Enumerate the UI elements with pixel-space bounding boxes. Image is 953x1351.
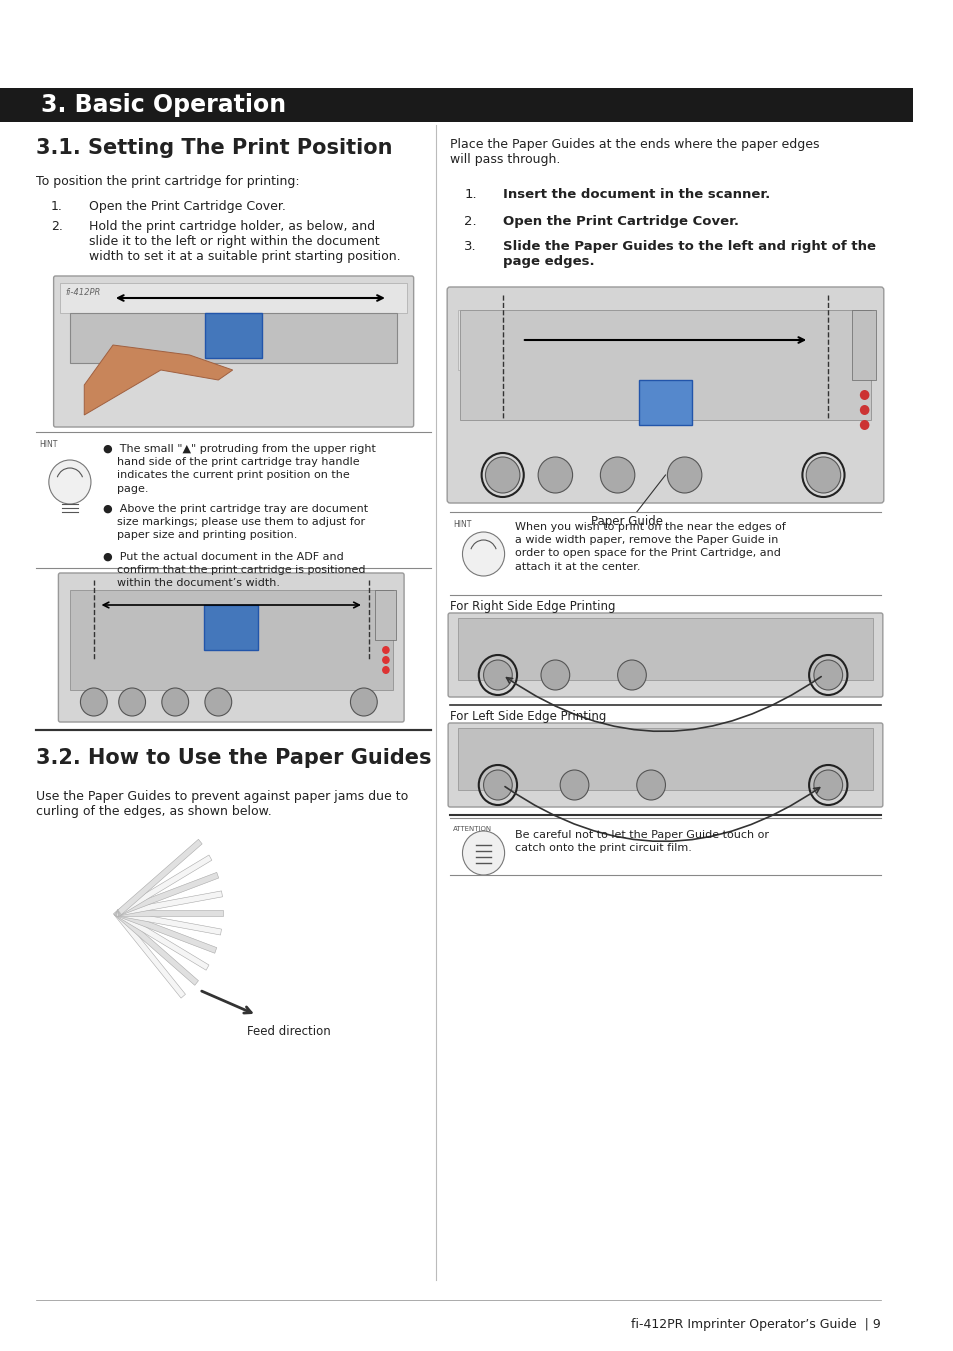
Circle shape	[813, 770, 841, 800]
Circle shape	[559, 770, 588, 800]
Circle shape	[381, 657, 390, 663]
Circle shape	[381, 646, 390, 654]
Circle shape	[805, 457, 840, 493]
Circle shape	[617, 661, 645, 690]
Circle shape	[462, 532, 504, 576]
Text: Open the Print Cartridge Cover.: Open the Print Cartridge Cover.	[89, 200, 286, 213]
Text: fi-412PR Imprinter Operator’s Guide  | 9: fi-412PR Imprinter Operator’s Guide | 9	[631, 1319, 880, 1331]
Text: HINT: HINT	[453, 520, 471, 530]
Circle shape	[205, 688, 232, 716]
Text: Use the Paper Guides to prevent against paper jams due to
curling of the edges, : Use the Paper Guides to prevent against …	[36, 790, 408, 817]
Text: 3.1. Setting The Print Position: 3.1. Setting The Print Position	[36, 138, 393, 158]
Text: fi-412PR: fi-412PR	[65, 288, 100, 297]
Polygon shape	[117, 873, 218, 916]
Bar	[70, 590, 393, 690]
Bar	[457, 617, 872, 680]
Circle shape	[483, 661, 512, 690]
Circle shape	[118, 688, 146, 716]
Text: 2.: 2.	[464, 215, 476, 228]
Polygon shape	[117, 839, 202, 915]
FancyBboxPatch shape	[638, 380, 692, 426]
Bar	[0, 88, 913, 122]
Circle shape	[162, 688, 189, 716]
Polygon shape	[114, 911, 198, 985]
Bar	[60, 282, 407, 313]
FancyBboxPatch shape	[53, 276, 414, 427]
Text: 3.: 3.	[464, 240, 476, 253]
Polygon shape	[114, 911, 209, 970]
Text: 1.: 1.	[51, 200, 63, 213]
Text: 3. Basic Operation: 3. Basic Operation	[41, 93, 286, 118]
Circle shape	[381, 666, 390, 674]
Circle shape	[813, 661, 841, 690]
Text: ●  Above the print cartridge tray are document
    size markings; please use the: ● Above the print cartridge tray are doc…	[103, 504, 368, 540]
Text: For Left Side Edge Printing: For Left Side Edge Printing	[450, 711, 606, 723]
Circle shape	[350, 688, 376, 716]
Bar	[459, 309, 870, 420]
Text: 1.: 1.	[464, 188, 476, 201]
Text: Be careful not to let the Paper Guide touch or
catch onto the print circuit film: Be careful not to let the Paper Guide to…	[515, 830, 768, 854]
Text: When you wish to print on the near the edges of
a wide width paper, remove the P: When you wish to print on the near the e…	[515, 521, 785, 571]
Circle shape	[537, 457, 572, 493]
Text: Insert the document in the scanner.: Insert the document in the scanner.	[502, 188, 769, 201]
Text: Place the Paper Guides at the ends where the paper edges
will pass through.: Place the Paper Guides at the ends where…	[450, 138, 819, 166]
Text: ●  Put the actual document in the ADF and
    confirm that the print cartridge i: ● Put the actual document in the ADF and…	[103, 553, 366, 589]
Text: Slide the Paper Guides to the left and right of the
page edges.: Slide the Paper Guides to the left and r…	[502, 240, 875, 267]
Circle shape	[859, 420, 868, 430]
Text: For Right Side Edge Printing: For Right Side Edge Printing	[450, 600, 615, 613]
Circle shape	[483, 770, 512, 800]
Circle shape	[859, 390, 868, 400]
Polygon shape	[117, 890, 222, 916]
Circle shape	[49, 459, 91, 504]
FancyBboxPatch shape	[448, 613, 882, 697]
Polygon shape	[84, 345, 233, 415]
Text: Hold the print cartridge holder, as below, and
slide it to the left or right wit: Hold the print cartridge holder, as belo…	[89, 220, 400, 263]
Text: 3.2. How to Use the Paper Guides: 3.2. How to Use the Paper Guides	[36, 748, 432, 767]
Circle shape	[667, 457, 701, 493]
Circle shape	[540, 661, 569, 690]
Text: Open the Print Cartridge Cover.: Open the Print Cartridge Cover.	[502, 215, 738, 228]
Text: HINT: HINT	[39, 440, 57, 449]
FancyBboxPatch shape	[204, 605, 257, 650]
Circle shape	[485, 457, 519, 493]
Text: To position the print cartridge for printing:: To position the print cartridge for prin…	[36, 176, 299, 188]
Circle shape	[636, 770, 665, 800]
Bar	[457, 728, 872, 790]
Polygon shape	[115, 911, 216, 954]
Text: ●  The small "▲" protruding from the upper right
    hand side of the print cart: ● The small "▲" protruding from the uppe…	[103, 444, 375, 493]
Circle shape	[599, 457, 634, 493]
Text: Paper Guide: Paper Guide	[591, 515, 662, 528]
Polygon shape	[117, 911, 223, 916]
Polygon shape	[117, 855, 212, 915]
Text: ATTENTION: ATTENTION	[453, 825, 492, 832]
Circle shape	[462, 831, 504, 875]
FancyBboxPatch shape	[205, 313, 262, 358]
Polygon shape	[113, 911, 185, 998]
Bar	[851, 309, 875, 380]
FancyBboxPatch shape	[448, 723, 882, 807]
Circle shape	[80, 688, 107, 716]
Bar	[70, 313, 397, 363]
Bar	[375, 590, 396, 640]
Text: Feed direction: Feed direction	[247, 1025, 331, 1038]
Bar	[457, 309, 872, 370]
Polygon shape	[116, 911, 221, 935]
FancyBboxPatch shape	[58, 573, 404, 721]
Circle shape	[859, 405, 868, 415]
Text: 2.: 2.	[51, 220, 63, 232]
FancyBboxPatch shape	[447, 286, 882, 503]
